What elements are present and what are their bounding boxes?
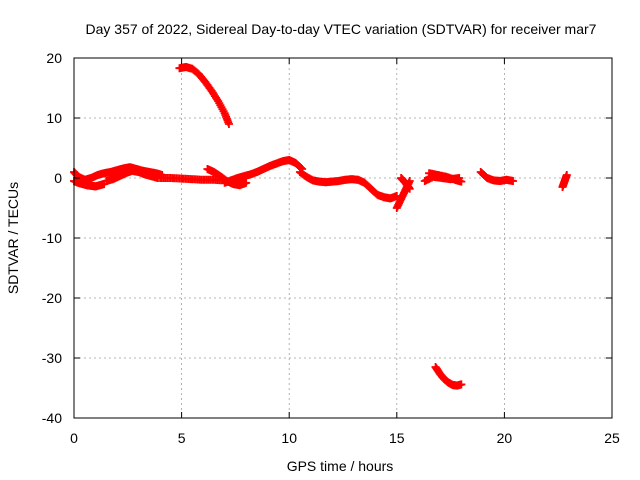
y-tick-label: 10 [46, 110, 62, 126]
data-point [457, 177, 466, 186]
y-axis-label: SDTVAR / TECUs [5, 182, 21, 294]
data-series [70, 63, 571, 390]
chart-title: Day 357 of 2022, Sidereal Day-to-day VTE… [86, 21, 597, 37]
y-axis-tick-labels: 20 10 0 -10 -20 -30 -40 [42, 50, 62, 426]
y-tick-label: 0 [54, 170, 62, 186]
y-tick-label: 20 [46, 50, 62, 66]
x-tick-label: 5 [178, 430, 186, 446]
x-tick-label: 25 [604, 430, 620, 446]
series-arc-13 [558, 171, 571, 191]
y-tick-label: -30 [42, 350, 62, 366]
x-tick-label: 15 [389, 430, 405, 446]
series-arc-9 [397, 174, 414, 193]
axis-ticks [73, 57, 613, 419]
y-tick-label: -10 [42, 230, 62, 246]
x-tick-label: 0 [70, 430, 78, 446]
data-point [509, 177, 518, 185]
y-tick-label: -20 [42, 290, 62, 306]
series-arc-6 [220, 156, 307, 187]
data-point [562, 171, 571, 179]
x-axis-tick-labels: 0 5 10 15 20 25 [70, 430, 620, 446]
series-arc-14 [175, 63, 233, 128]
data-point [242, 178, 251, 187]
series-arc-12 [476, 168, 518, 185]
x-tick-label: 20 [497, 430, 513, 446]
series-arc-3 [102, 166, 162, 185]
series-arc-7 [295, 168, 401, 203]
x-axis-label: GPS time / hours [287, 458, 394, 474]
y-tick-label: -40 [42, 410, 62, 426]
data-point [405, 184, 414, 193]
grid-lines [74, 58, 612, 418]
series-arc-11 [425, 169, 466, 186]
series-arc-15 [431, 363, 466, 390]
data-point [457, 380, 466, 389]
data-point [224, 120, 233, 128]
x-tick-label: 10 [281, 430, 297, 446]
